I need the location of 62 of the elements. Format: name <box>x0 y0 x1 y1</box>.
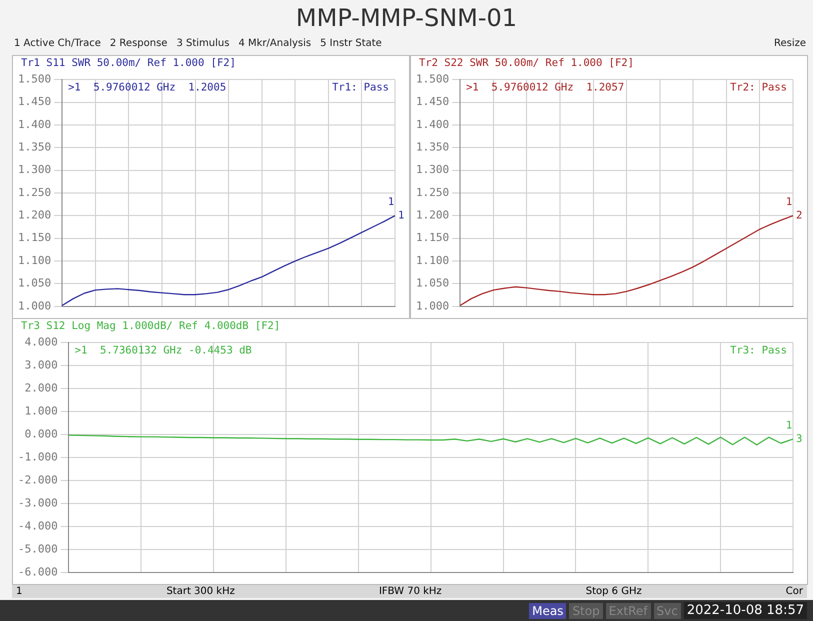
y-tick-label: 1.000 <box>24 404 58 418</box>
text: Resize <box>774 38 806 49</box>
y-tick-label: 1.450 <box>416 95 450 108</box>
y-tick-label: 1.100 <box>18 254 52 267</box>
text: Cor <box>786 586 803 597</box>
y-tick-label: 1.500 <box>416 72 450 86</box>
y-tick-label: 4.000 <box>24 335 58 348</box>
y-tick-label: 1.400 <box>416 118 450 131</box>
y-tick-label: 1.200 <box>416 208 450 222</box>
y-tick-label: 3.000 <box>24 358 58 372</box>
y-tick-label: -2.000 <box>18 473 58 486</box>
y-tick-label: 0.000 <box>24 427 58 440</box>
chart-title: Tr2 S22 SWR 50.00m/ Ref 1.000 [F2] <box>418 56 635 70</box>
text: 2022-10-08 18:57 <box>684 602 807 619</box>
y-tick-label: 1.150 <box>416 231 450 244</box>
annotation: 1 <box>388 196 394 208</box>
annotation: >1 5.9760012 GHz 1.2005 <box>68 82 226 94</box>
annotation: >1 5.9760012 GHz 1.2057 <box>466 82 624 94</box>
y-tick-label: 1.250 <box>416 186 450 199</box>
y-tick-label: 1.350 <box>18 140 52 154</box>
y-tick-label: -4.000 <box>18 519 58 532</box>
text: 2 <box>796 209 802 222</box>
y-tick-label: 1.000 <box>416 299 450 312</box>
text: IFBW 70 kHz <box>378 586 442 597</box>
annotation: 1 <box>786 420 792 432</box>
annotation: Tr1: Pass <box>332 82 389 94</box>
annotation: 1 <box>786 196 792 208</box>
text: 1 <box>398 209 404 222</box>
y-tick-label: -6.000 <box>18 565 58 578</box>
y-tick-label: 1.300 <box>18 163 52 176</box>
y-tick-label: 1.050 <box>18 276 52 290</box>
y-tick-label: 1.500 <box>18 72 52 86</box>
y-tick-label: 1.150 <box>18 231 52 244</box>
y-tick-label: 1.400 <box>18 118 52 131</box>
text: 2 Response <box>110 38 168 49</box>
chart-subtitle: Tr1 S11 SWR 50.00m/ Ref 1.000 [F2] <box>20 56 237 70</box>
text: 3 Stimulus <box>176 38 230 49</box>
y-tick-label: 2.000 <box>24 381 58 394</box>
text: 3 <box>796 432 802 445</box>
text: 1 <box>16 586 22 597</box>
y-tick-label: 1.050 <box>416 276 450 290</box>
text: Stop 6 GHz <box>586 586 642 597</box>
y-tick-label: -3.000 <box>18 496 58 510</box>
text: 1 Active Ch/Trace <box>14 38 101 49</box>
text: Meas <box>529 602 566 618</box>
y-tick-label: 1.250 <box>18 186 52 199</box>
text: 4 Mkr/Analysis <box>238 38 312 49</box>
y-tick-label: 1.100 <box>416 254 450 267</box>
annotation: Tr2: Pass <box>730 82 787 94</box>
y-tick-label: 1.450 <box>18 95 52 108</box>
annotation: Tr3: Pass <box>730 344 787 357</box>
y-tick-label: 1.350 <box>416 140 450 154</box>
y-tick-label: 1.300 <box>416 163 450 176</box>
y-tick-label: -1.000 <box>18 450 58 464</box>
y-tick-label: 1.000 <box>18 299 52 312</box>
y-tick-label: -5.000 <box>18 542 58 556</box>
text: Start 300 kHz <box>166 586 235 597</box>
annotation: >1 5.7360132 GHz -0.4453 dB <box>74 344 252 357</box>
chart-title: MMP-MMP-SNM-01 <box>294 4 518 32</box>
text: 5 Instr State <box>320 38 382 49</box>
chart-title: Tr3 S12 Log Mag 1.000dB/ Ref 4.000dB [F2] <box>20 319 282 333</box>
y-tick-label: 1.200 <box>18 208 52 222</box>
